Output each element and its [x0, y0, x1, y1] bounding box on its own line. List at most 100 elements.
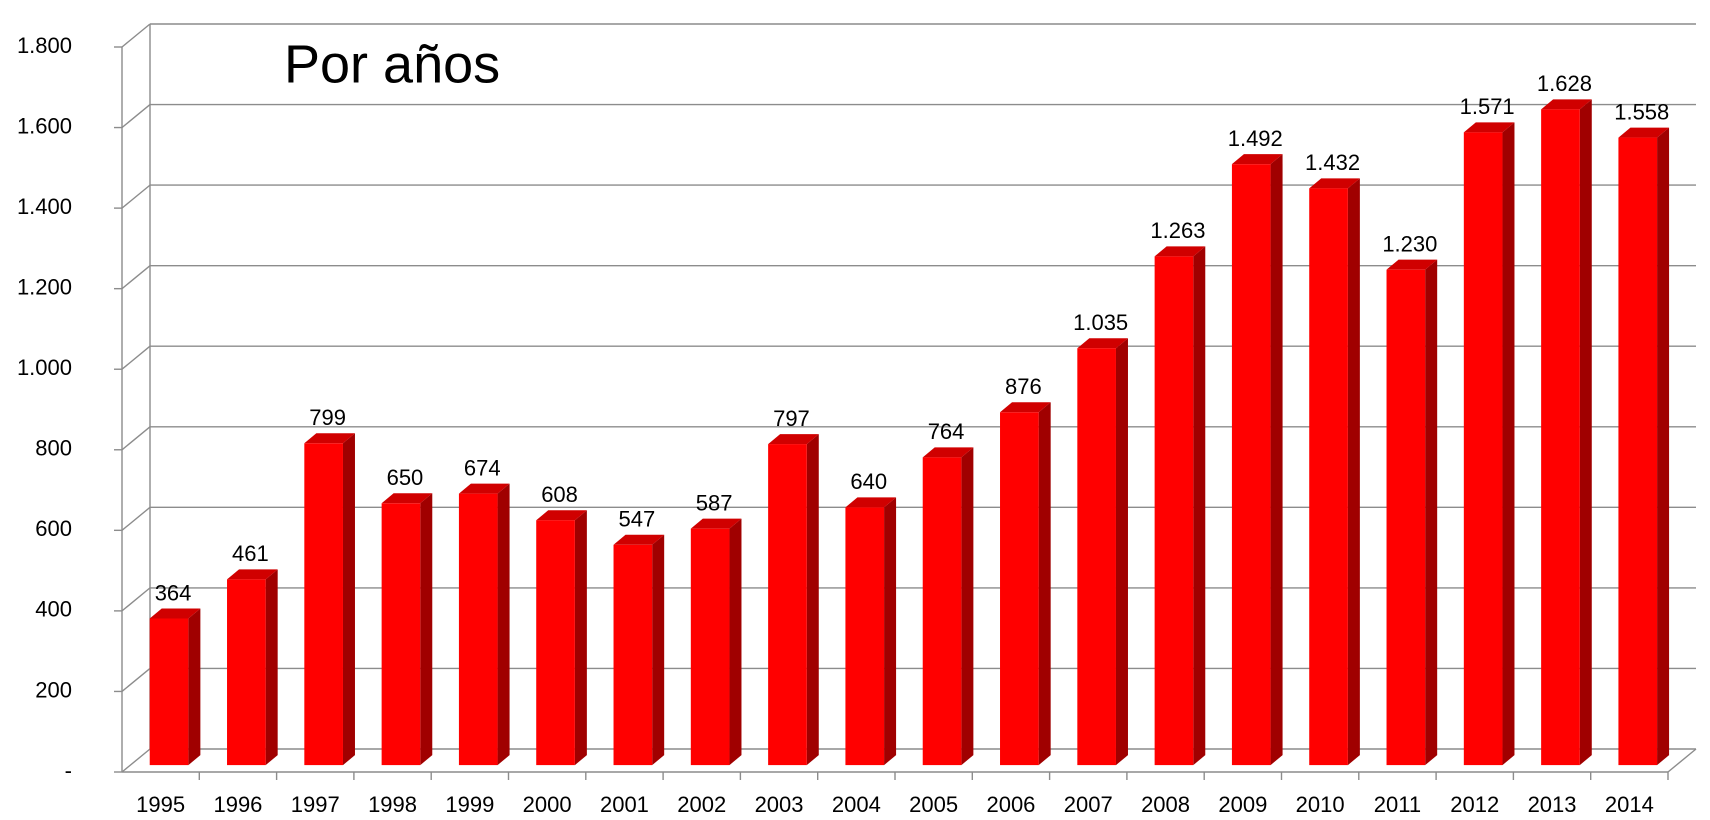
bar [536, 520, 575, 766]
y-tick-label: - [65, 758, 72, 783]
bar-side [188, 608, 201, 766]
value-label: 1.492 [1228, 126, 1283, 151]
bar-side [652, 534, 665, 766]
x-tick-label: 2014 [1605, 792, 1654, 817]
bar-top [381, 493, 433, 504]
value-label: 1.263 [1150, 218, 1205, 243]
value-label: 608 [541, 482, 578, 507]
bar-side [574, 510, 587, 766]
bar [227, 579, 266, 766]
bar-side [342, 433, 355, 766]
grid-line [121, 345, 151, 370]
bar-top [768, 434, 819, 445]
bar [1463, 132, 1503, 766]
x-tick-label: 2005 [909, 792, 958, 817]
x-tick-label: 1998 [368, 792, 417, 817]
y-tick-label: 1.600 [17, 113, 72, 138]
bar-top [690, 518, 742, 529]
value-label: 876 [1005, 374, 1042, 399]
bar [845, 507, 885, 766]
bar [1618, 137, 1658, 766]
bar [690, 528, 730, 766]
bar-top [1618, 127, 1670, 138]
bar-top [458, 483, 510, 494]
bar-side [1347, 178, 1360, 766]
chart-title: Por años [284, 34, 500, 94]
bar-top [1231, 154, 1283, 165]
x-tick-label: 2006 [986, 792, 1035, 817]
bar-top [227, 569, 278, 580]
x-tick-label: 2000 [523, 792, 572, 817]
x-tick-label: 1997 [291, 792, 340, 817]
bar [1231, 164, 1271, 766]
bar [1386, 269, 1426, 766]
grid-line [121, 506, 151, 531]
y-tick-label: 600 [35, 516, 72, 541]
bar [613, 544, 653, 766]
value-label: 461 [232, 541, 269, 566]
y-tick-label: 400 [35, 597, 72, 622]
x-tick-label: 2008 [1141, 792, 1190, 817]
y-tick-label: 800 [35, 436, 72, 461]
bar [1077, 348, 1116, 766]
value-label: 547 [618, 507, 655, 532]
bar [381, 503, 421, 766]
grid-line [121, 23, 151, 48]
value-label: 650 [387, 465, 424, 490]
bar-side [420, 493, 433, 766]
x-tick-label: 2001 [600, 792, 649, 817]
bar-side [497, 483, 510, 766]
value-label: 764 [928, 419, 965, 444]
value-label: 1.571 [1460, 94, 1515, 119]
bar-top [1309, 178, 1360, 189]
value-label: 674 [464, 455, 501, 480]
bar-side [1657, 127, 1670, 766]
value-label: 797 [773, 406, 810, 431]
bar-top [845, 497, 897, 508]
grid-line [121, 104, 151, 129]
x-tick-label: 2010 [1296, 792, 1345, 817]
bar [1541, 109, 1580, 766]
grid-line [121, 184, 151, 209]
y-tick-label: 1.200 [17, 274, 72, 299]
y-tick-label: 200 [35, 677, 72, 702]
x-tick-label: 2004 [832, 792, 881, 817]
bar [768, 444, 807, 766]
x-tick-label: 2012 [1450, 792, 1499, 817]
value-label: 1.035 [1073, 310, 1128, 335]
bar [304, 443, 343, 766]
x-tick-label: 1995 [136, 792, 185, 817]
bar-side [961, 447, 974, 766]
floor-edge [1667, 748, 1697, 773]
bar [922, 457, 962, 766]
value-label: 587 [696, 490, 733, 515]
bar-side [1193, 246, 1206, 766]
bar-side [1038, 402, 1051, 766]
bar-side [1115, 338, 1128, 766]
bar-top [1386, 259, 1438, 270]
value-label: 799 [309, 405, 346, 430]
value-label: 1.558 [1614, 99, 1669, 124]
bar-side [1502, 122, 1515, 766]
x-tick-label: 1996 [213, 792, 262, 817]
bar-top [1541, 99, 1592, 110]
value-label: 364 [155, 580, 192, 605]
bar-top [536, 510, 587, 521]
y-tick-label: 1.000 [17, 355, 72, 380]
y-tick-label: 1.400 [17, 194, 72, 219]
value-label: 1.230 [1382, 231, 1437, 256]
bar [149, 618, 189, 766]
bar [1309, 188, 1348, 766]
bar-top [149, 608, 201, 619]
bar-top [1077, 338, 1128, 349]
bar-top [613, 534, 665, 545]
bar [1000, 412, 1039, 766]
grid-line [121, 265, 151, 290]
bar-top [1463, 122, 1515, 133]
bar-side [1579, 99, 1592, 766]
x-tick-label: 2009 [1218, 792, 1267, 817]
bar [1154, 256, 1194, 766]
value-label: 1.628 [1537, 71, 1592, 96]
